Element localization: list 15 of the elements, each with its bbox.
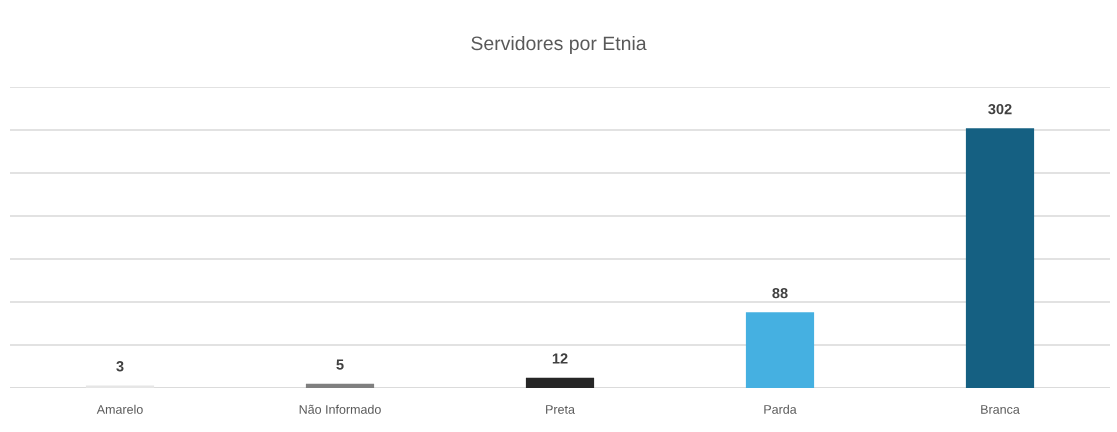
x-tick-label: Não Informado	[299, 404, 381, 414]
data-label: 3	[116, 361, 124, 372]
x-tick-label: Amarelo	[96, 404, 143, 414]
chart-title: Servidores por Etnia	[471, 35, 647, 55]
bar	[305, 383, 375, 388]
data-label: 302	[988, 103, 1012, 115]
bar	[525, 377, 595, 388]
x-tick-label: Preta	[546, 405, 575, 414]
x-tick-label: Branca	[981, 405, 1020, 414]
bar	[965, 128, 1035, 388]
bar	[745, 312, 815, 388]
data-label: 88	[772, 288, 788, 299]
data-label: 12	[552, 353, 568, 364]
x-tick-label: Parda	[764, 404, 797, 414]
data-label: 5	[336, 359, 344, 370]
